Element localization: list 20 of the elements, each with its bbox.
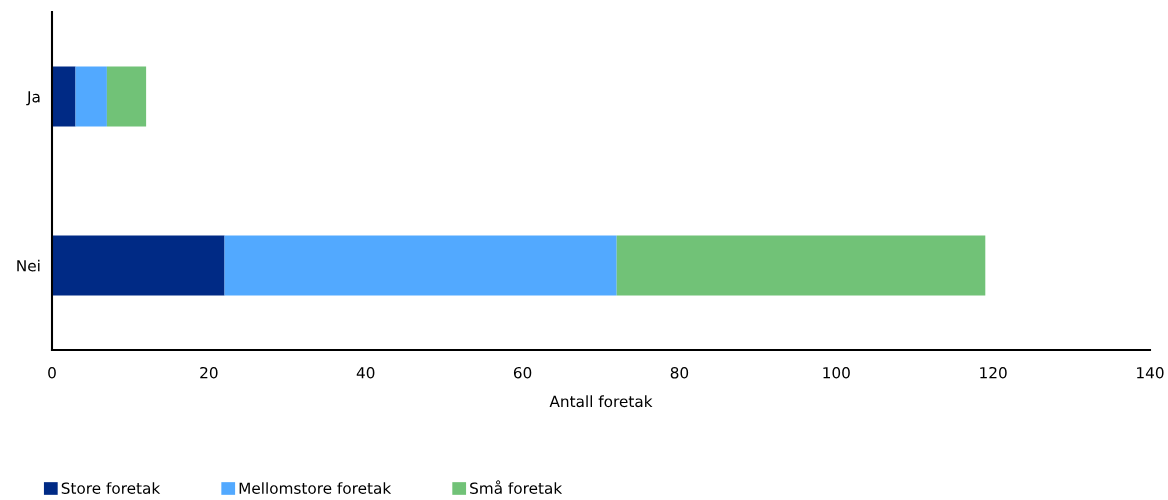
- legend-label: Store foretak: [61, 482, 161, 494]
- x-tick-label: 20: [200, 366, 218, 379]
- x-axis-title: Antall foretak: [549, 395, 653, 408]
- legend-label: Små foretak: [470, 480, 563, 494]
- y-tick-label: Ja: [26, 91, 40, 106]
- x-tick-label: 120: [980, 366, 1007, 379]
- y-tick-label: Nei: [17, 259, 40, 272]
- legend-label: Mellomstore foretak: [239, 482, 392, 494]
- bar: [52, 66, 76, 127]
- x-tick-label: 60: [513, 366, 532, 379]
- x-tick-label: 140: [1137, 366, 1164, 379]
- bar: [52, 235, 225, 296]
- bar: [106, 66, 147, 127]
- x-tick-label: 80: [670, 366, 689, 379]
- x-tick-label: 0: [48, 366, 56, 379]
- bar: [75, 66, 107, 127]
- bar: [616, 235, 986, 296]
- x-tick-label: 40: [356, 366, 375, 379]
- x-tick-label: 100: [823, 366, 850, 379]
- bar: [224, 235, 617, 296]
